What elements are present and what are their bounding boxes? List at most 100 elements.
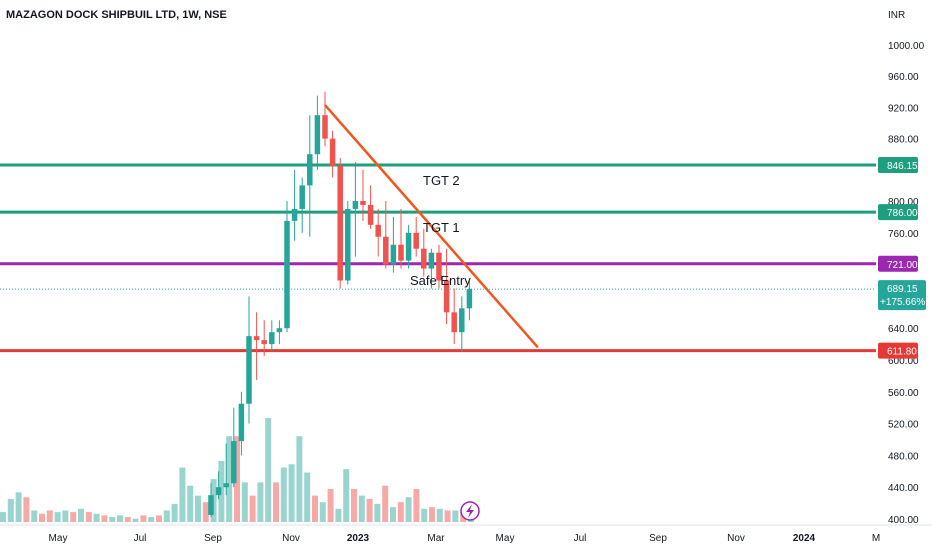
candle (443, 248, 450, 325)
volume-bar (62, 510, 69, 522)
annotation-safe-entry: Safe Entry (410, 273, 471, 288)
candle-body (345, 208, 351, 281)
volume-bar (343, 469, 350, 522)
volume-bar (7, 498, 14, 522)
candle-body (322, 115, 328, 139)
candle (276, 320, 283, 345)
candle-body (314, 115, 321, 155)
last-price-tag: 689.15 +175.66% (878, 280, 926, 311)
candle (459, 296, 465, 353)
volume-bar (156, 515, 162, 522)
chart-title: MAZAGON DOCK SHIPBUIL LTD, 1W, NSE (6, 9, 227, 21)
x-tick-label: Jul (134, 533, 147, 544)
lightning-icon[interactable] (460, 501, 480, 521)
candle (284, 201, 290, 333)
candle-body (375, 224, 381, 237)
candle (436, 244, 442, 289)
volume-bar (444, 510, 451, 522)
x-tick-label: 2024 (793, 533, 816, 544)
candle-body (269, 332, 275, 345)
last-price-tag-bg (878, 280, 926, 311)
volume-bar (93, 513, 100, 522)
y-tick-label: 960.00 (888, 72, 919, 83)
candle (291, 169, 298, 241)
candle (329, 130, 336, 178)
volume-bar (15, 492, 22, 522)
trend-line[interactable] (324, 104, 539, 349)
x-axis[interactable]: May Jul Sep Nov 2023 Mar May Jul Sep Nov 2024 M (0, 524, 932, 544)
candle-body (459, 308, 465, 333)
candle-body (352, 201, 359, 209)
volume-bar (296, 436, 303, 522)
candle (375, 208, 381, 257)
y-tick-label: 480.00 (888, 451, 919, 462)
volume-bar (31, 510, 38, 522)
price-tag-bg (878, 255, 918, 272)
candle (451, 288, 457, 345)
volume-bar (312, 495, 318, 522)
y-tick-label: 800.00 (888, 197, 919, 208)
volume-bar (241, 482, 248, 522)
volume-bar (132, 518, 139, 522)
x-tick-labels: May Jul Sep Nov 2023 Mar May Jul Sep Nov 2024 M (49, 533, 881, 544)
candle-body (284, 220, 290, 329)
candle (390, 216, 397, 273)
candle (307, 115, 313, 237)
last-price-change: +175.66% (880, 297, 925, 308)
volume-bar (374, 503, 381, 522)
annotation-tgt-2: TGT 2 (423, 173, 460, 188)
candle (345, 201, 351, 285)
volume-bar (335, 508, 342, 522)
volume-bar (218, 460, 225, 522)
volume-bar (226, 436, 233, 522)
candle (421, 228, 427, 277)
candle-body (405, 232, 412, 261)
volume-bar (171, 503, 178, 522)
volume-bar (249, 495, 256, 522)
volume-bar (85, 512, 92, 522)
y-axis[interactable]: INR 1000.00 960.00 920.00 880.00 800.00 760.0… (876, 0, 932, 526)
candle-body (261, 340, 267, 345)
candle (337, 158, 343, 289)
volume-bar (0, 512, 6, 522)
volume-bar (101, 515, 108, 522)
candle (231, 407, 237, 488)
candle (413, 216, 419, 257)
volume-bar (187, 485, 194, 522)
candle (352, 162, 359, 257)
volume-bar (23, 497, 30, 522)
y-tick-label: 640.00 (888, 324, 919, 335)
volume-bar (452, 510, 459, 522)
lightning-icon-bolt (466, 504, 474, 518)
volume-bar (436, 508, 443, 522)
annotation-tgt-1: TGT 1 (423, 220, 460, 235)
volume-bar (179, 467, 186, 522)
candle-body (413, 232, 419, 249)
candle-body (253, 336, 260, 341)
price-tag-bg (878, 157, 918, 174)
volume-bars (0, 418, 474, 522)
price-tag: 786.00 (878, 204, 918, 221)
volume-bar (280, 467, 287, 522)
y-tick-label: 560.00 (888, 388, 919, 399)
candle (360, 169, 366, 221)
volume-bar (163, 510, 170, 522)
candle (299, 177, 305, 233)
volume-bar (148, 517, 155, 522)
candle (261, 320, 267, 357)
x-tick-label: 2023 (347, 533, 370, 544)
y-tick-label: 520.00 (888, 420, 919, 431)
volume-bar (288, 464, 295, 522)
candle-body (466, 289, 473, 309)
volume-bar (39, 513, 45, 522)
candle (367, 185, 374, 229)
volume-bar (304, 472, 311, 522)
candle (223, 443, 229, 496)
candle-body (329, 138, 336, 166)
candle-body (231, 441, 237, 484)
y-tick-label: 440.00 (888, 483, 919, 494)
volume-bar (109, 517, 116, 522)
y-tick-label: 400.00 (888, 515, 919, 526)
volume-bar (195, 495, 201, 522)
